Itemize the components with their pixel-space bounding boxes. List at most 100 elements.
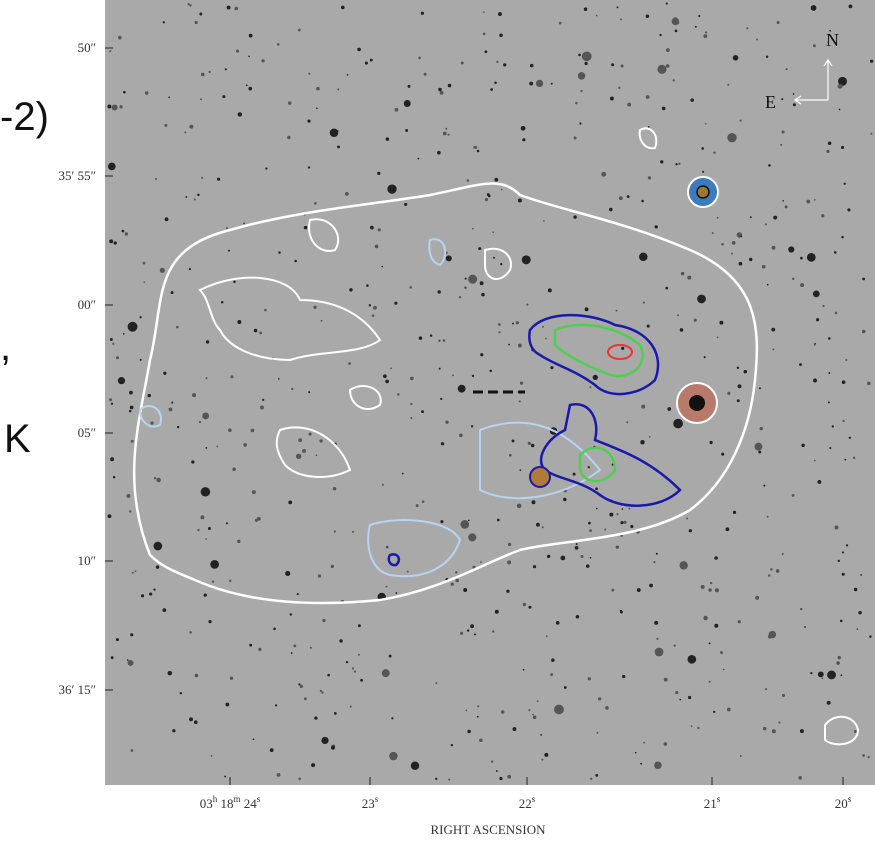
star (709, 642, 711, 644)
star (653, 561, 655, 563)
star (721, 243, 724, 246)
star (573, 215, 576, 218)
star (479, 739, 483, 743)
star (373, 306, 377, 310)
star (710, 582, 712, 584)
star (304, 697, 307, 700)
star (339, 639, 342, 642)
star (605, 706, 609, 710)
star (584, 7, 588, 11)
star (410, 377, 414, 381)
star (523, 603, 526, 606)
star (386, 546, 389, 549)
star (485, 50, 488, 53)
star (637, 588, 641, 592)
star (477, 716, 479, 718)
star (766, 56, 768, 58)
star (800, 608, 802, 610)
star (767, 516, 769, 518)
star (189, 125, 193, 129)
star (832, 425, 834, 427)
star (664, 742, 668, 746)
star (781, 98, 783, 100)
star (473, 146, 476, 149)
star (194, 198, 196, 200)
star (811, 5, 817, 11)
star (782, 130, 785, 133)
star (648, 176, 651, 179)
star (593, 375, 598, 380)
star (532, 500, 536, 504)
star (226, 522, 228, 524)
star (230, 676, 233, 679)
star (385, 380, 389, 384)
star (793, 93, 795, 95)
star (478, 247, 481, 250)
star (348, 362, 351, 365)
star (598, 697, 601, 700)
star (471, 425, 473, 427)
star (542, 526, 544, 528)
star (150, 421, 153, 424)
star (153, 588, 155, 590)
star (714, 556, 718, 560)
star (446, 255, 452, 261)
star (468, 275, 477, 284)
star (110, 338, 113, 341)
star (211, 755, 213, 757)
star (298, 778, 301, 781)
star (389, 752, 397, 760)
star (483, 11, 485, 13)
star (749, 258, 752, 261)
star (336, 130, 338, 132)
star (705, 31, 707, 33)
star (862, 754, 865, 757)
label-part: 03 (200, 796, 213, 811)
star (630, 525, 633, 528)
star (195, 21, 198, 24)
cropped-text: , (0, 325, 11, 369)
star (498, 12, 502, 16)
star (727, 708, 731, 712)
star (678, 163, 680, 165)
star (522, 138, 525, 141)
star (189, 631, 192, 634)
star (844, 183, 846, 185)
star (322, 619, 325, 622)
x-tick-label: 23s​ (362, 794, 379, 811)
star (131, 749, 134, 752)
star (858, 611, 861, 614)
star (536, 523, 540, 527)
star (609, 208, 613, 212)
star (622, 675, 625, 678)
star (641, 200, 644, 203)
star (798, 776, 802, 780)
star (720, 651, 723, 654)
star (616, 310, 618, 312)
star (197, 529, 199, 531)
star (849, 5, 853, 9)
x-tick-label: 22s​ (519, 794, 536, 811)
star (762, 265, 766, 269)
cropped-text: -2) (0, 95, 49, 139)
star (508, 344, 510, 346)
star (520, 382, 523, 385)
star (288, 501, 292, 505)
star (702, 171, 704, 173)
label-part: 21 (704, 796, 717, 811)
star (421, 12, 424, 15)
star (313, 306, 316, 309)
star (222, 95, 225, 98)
star (517, 504, 522, 509)
star (854, 730, 857, 733)
star (782, 200, 784, 202)
star (407, 85, 410, 88)
star (330, 128, 339, 137)
star (252, 490, 256, 494)
star (697, 727, 699, 729)
star (337, 88, 339, 90)
star (496, 770, 498, 772)
star (261, 59, 264, 62)
star (224, 776, 226, 778)
star (494, 82, 497, 85)
